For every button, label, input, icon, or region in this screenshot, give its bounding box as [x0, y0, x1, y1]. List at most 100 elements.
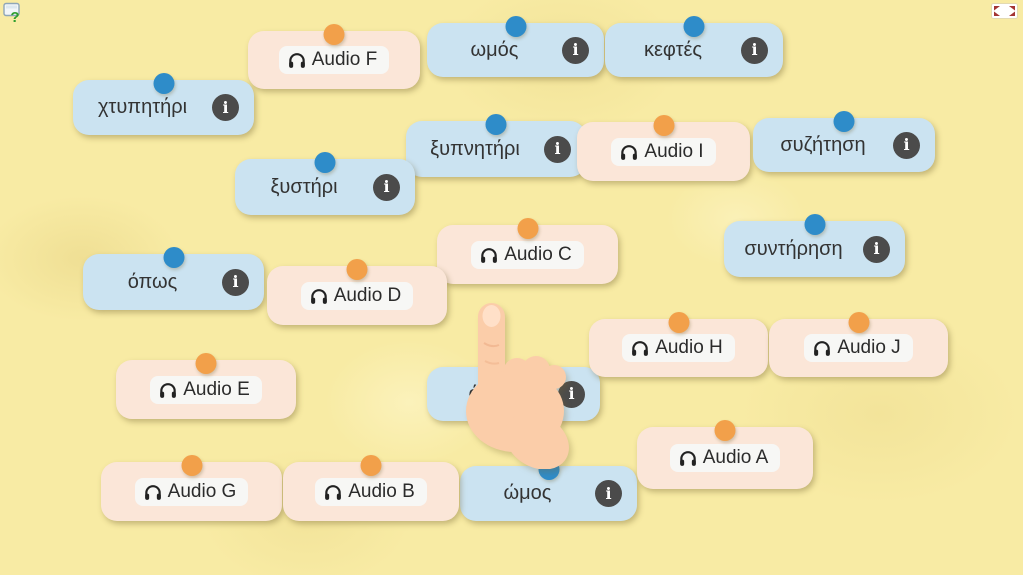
headphones-icon — [814, 341, 831, 356]
headphones-icon — [160, 382, 177, 398]
info-button[interactable]: i — [222, 268, 249, 296]
word-card[interactable]: ξυπνητήρι i — [406, 114, 586, 177]
svg-text:?: ? — [10, 9, 19, 26]
connector-dot[interactable] — [505, 16, 526, 37]
word-card[interactable]: ξυστήρι i — [235, 152, 415, 215]
audio-label: Audio C — [504, 243, 572, 265]
help-button[interactable]: ? — [3, 2, 25, 26]
info-icon: i — [222, 97, 229, 117]
info-button[interactable]: i — [893, 131, 920, 159]
audio-play-button[interactable]: Audio I — [611, 137, 716, 166]
audio-label: Audio E — [183, 378, 250, 400]
audio-card[interactable]: Audio F — [248, 24, 420, 89]
connector-dot[interactable] — [668, 312, 689, 333]
info-button[interactable]: i — [741, 36, 768, 64]
audio-card[interactable]: Audio D — [267, 259, 447, 325]
help-question-icon: ? — [3, 2, 20, 26]
connector-dot[interactable] — [153, 73, 174, 94]
audio-label: Audio F — [311, 49, 378, 70]
info-button[interactable]: i — [212, 94, 239, 121]
word-label: ωμός — [470, 38, 519, 61]
word-label: κεφτές — [643, 38, 703, 61]
connector-dot[interactable] — [833, 111, 855, 132]
headphones-icon — [144, 484, 161, 500]
headphones-icon — [325, 484, 342, 500]
info-icon: i — [232, 272, 239, 291]
info-icon: i — [605, 483, 612, 503]
connector-dot[interactable] — [314, 152, 336, 173]
connector-dot[interactable] — [683, 16, 705, 37]
word-label: όμως — [468, 382, 517, 405]
info-icon: i — [751, 40, 758, 59]
connector-dot[interactable] — [653, 115, 674, 136]
audio-label: Audio J — [837, 337, 901, 358]
connector-dot[interactable] — [503, 360, 524, 381]
audio-label: Audio G — [167, 480, 237, 502]
connector-dot[interactable] — [517, 218, 538, 239]
info-button[interactable]: i — [373, 173, 400, 201]
audio-card[interactable]: Audio I — [577, 115, 750, 181]
headphones-icon — [632, 341, 649, 356]
audio-label: Audio D — [333, 284, 402, 306]
audio-card[interactable]: Audio H — [589, 312, 768, 377]
word-card[interactable]: όμως i — [427, 360, 600, 421]
word-card[interactable]: ώμος i — [460, 459, 637, 521]
word-card[interactable]: κεφτές i — [605, 16, 783, 77]
audio-play-button[interactable]: Audio F — [278, 46, 390, 74]
info-icon: i — [572, 40, 579, 59]
audio-card[interactable]: Audio C — [437, 218, 618, 284]
word-label: χτυπητήρι — [97, 96, 188, 118]
audio-card[interactable]: Audio J — [769, 312, 948, 377]
word-label: όπως — [127, 270, 178, 293]
info-button[interactable]: i — [863, 235, 890, 263]
connector-dot[interactable] — [163, 247, 184, 268]
audio-card[interactable]: Audio B — [283, 455, 459, 521]
info-button[interactable]: i — [562, 36, 589, 64]
word-card[interactable]: συντήρηση i — [724, 214, 905, 277]
headphones-icon — [679, 451, 696, 466]
audio-card[interactable]: Audio G — [101, 455, 282, 521]
info-icon: i — [568, 384, 575, 403]
headphones-icon — [310, 288, 327, 304]
info-button[interactable]: i — [558, 380, 585, 408]
audio-play-button[interactable]: Audio A — [669, 444, 781, 472]
audio-label: Audio H — [655, 337, 723, 358]
audio-play-button[interactable]: Audio G — [134, 477, 249, 506]
audio-label: Audio B — [348, 480, 415, 502]
headphones-icon — [621, 144, 638, 160]
fullscreen-arrows-icon — [991, 3, 1018, 19]
word-label: ώμος — [503, 482, 552, 504]
audio-play-button[interactable]: Audio D — [300, 281, 414, 310]
word-card[interactable]: συζήτηση i — [753, 111, 935, 172]
connector-dot[interactable] — [323, 24, 345, 45]
audio-card[interactable]: Audio A — [637, 420, 813, 489]
word-card[interactable]: όπως i — [83, 247, 264, 310]
audio-play-button[interactable]: Audio H — [622, 334, 735, 362]
audio-label: Audio A — [702, 447, 769, 468]
connector-dot[interactable] — [538, 459, 559, 480]
headphones-icon — [481, 247, 498, 263]
audio-label: Audio I — [644, 140, 704, 162]
connector-dot[interactable] — [714, 420, 736, 441]
headphones-icon — [288, 53, 305, 68]
connector-dot[interactable] — [848, 312, 869, 333]
fullscreen-button[interactable] — [991, 3, 1018, 19]
audio-card[interactable]: Audio E — [116, 353, 296, 419]
info-icon: i — [383, 177, 390, 196]
word-card[interactable]: χτυπητήρι i — [73, 73, 254, 135]
word-label: ξυστήρι — [270, 175, 338, 198]
connector-dot[interactable] — [346, 259, 368, 280]
connector-dot[interactable] — [195, 353, 217, 374]
audio-play-button[interactable]: Audio C — [471, 240, 584, 269]
audio-play-button[interactable]: Audio B — [315, 477, 427, 506]
connector-dot[interactable] — [485, 114, 507, 135]
audio-play-button[interactable]: Audio E — [150, 375, 262, 404]
connector-dot[interactable] — [181, 455, 202, 476]
connector-dot[interactable] — [804, 214, 825, 235]
word-card[interactable]: ωμός i — [427, 16, 604, 77]
audio-play-button[interactable]: Audio J — [804, 334, 913, 362]
connector-dot[interactable] — [360, 455, 382, 476]
info-icon: i — [903, 135, 910, 154]
info-button[interactable]: i — [595, 480, 622, 507]
info-button[interactable]: i — [544, 135, 571, 163]
